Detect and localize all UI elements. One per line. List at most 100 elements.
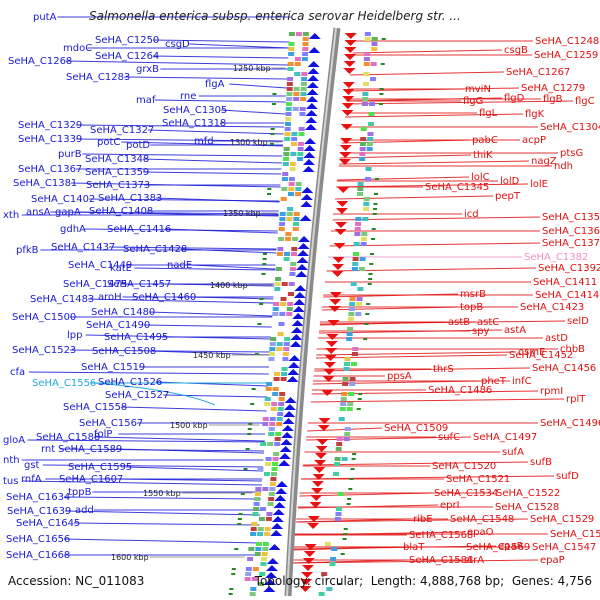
feature-block (334, 457, 341, 461)
tick-mark (229, 588, 234, 590)
tick-mark (342, 538, 347, 540)
feature-block (285, 232, 292, 236)
reverse-gene-arrow (303, 551, 316, 557)
feature-block (340, 402, 347, 406)
gene-label-right: pabC (472, 135, 498, 146)
gene-label-right: spy (472, 326, 490, 337)
feature-block (291, 247, 298, 251)
reverse-gene-arrow (336, 201, 349, 207)
forward-gene-arrow (275, 488, 288, 494)
reverse-gene-arrow (344, 33, 357, 39)
feature-block (360, 242, 367, 246)
forward-gene-arrow (271, 516, 284, 522)
feature-block (289, 272, 296, 276)
reverse-gene-arrow (341, 110, 354, 116)
accession-info: Accession: NC_011083 (8, 574, 144, 588)
topology-label: Topology: (254, 574, 311, 588)
forward-gene-arrow (300, 194, 313, 200)
reverse-gene-arrow (329, 292, 342, 298)
gene-label-left: SeHA_C1327 (90, 125, 154, 136)
kbp-marker: 1500 kbp (170, 421, 208, 430)
feature-block (344, 427, 351, 431)
feature-block (274, 287, 281, 291)
gene-label-left: SeHA_C1339 (18, 134, 82, 145)
gene-label-left: SeHA_C1383 (98, 193, 162, 204)
feature-block (250, 587, 257, 591)
connector-line-right (306, 436, 472, 441)
feature-block (293, 222, 300, 226)
feature-block (350, 362, 357, 366)
feature-block (295, 187, 302, 191)
feature-block (257, 527, 264, 531)
feature-block (344, 357, 351, 361)
gene-label-right: flgL (479, 108, 498, 119)
feature-block (356, 297, 363, 301)
feature-block (288, 192, 295, 196)
gene-label-right: astC (477, 317, 499, 328)
gene-label-right: blaT (403, 542, 425, 553)
feature-block (272, 307, 279, 311)
gene-label-right: astA (504, 325, 526, 336)
tick-mark (272, 93, 277, 95)
tick-mark (371, 238, 376, 240)
feature-block (274, 437, 281, 441)
feature-block (261, 552, 268, 556)
reverse-gene-arrow (299, 586, 312, 592)
tick-mark (378, 103, 383, 105)
feature-block (245, 572, 252, 576)
feature-block (330, 557, 337, 561)
reverse-gene-arrow (323, 362, 336, 368)
forward-gene-arrow (295, 271, 308, 277)
feature-block (281, 187, 288, 191)
reverse-gene-arrow (307, 523, 320, 529)
gene-label-right: sufC (438, 432, 460, 443)
gene-label-left: csgD (165, 39, 190, 50)
feature-block (251, 577, 258, 581)
feature-block (247, 557, 254, 561)
gene-label-right: selD (567, 316, 589, 327)
feature-block (273, 302, 280, 306)
feature-block (278, 322, 285, 326)
feature-block (302, 32, 309, 36)
reverse-gene-arrow (318, 418, 331, 424)
feature-block (254, 492, 261, 496)
connector-line-right (344, 113, 524, 118)
gene-label-right: infC (512, 376, 532, 387)
feature-block (276, 347, 283, 351)
gene-label-right: SeHA_C1259 (534, 50, 598, 61)
gene-label-right: SeHA_C1382 (524, 252, 588, 263)
gene-label-left: gdhA (60, 224, 86, 235)
reverse-gene-arrow (340, 124, 353, 130)
accession-value: NC_011083 (75, 574, 145, 588)
feature-block (363, 62, 370, 66)
feature-block (298, 132, 305, 136)
feature-block (357, 287, 364, 291)
gene-label-left: SeHA_C1656 (6, 534, 70, 545)
tick-mark (366, 303, 371, 305)
gene-label-left: SeHA_C1437 (51, 242, 115, 253)
kbp-marker: 1600 kbp (111, 553, 149, 562)
feature-block (272, 392, 279, 396)
forward-gene-arrow (306, 82, 319, 88)
feature-block (262, 422, 269, 426)
feature-block (364, 177, 371, 181)
feature-block (288, 32, 295, 36)
feature-block (297, 157, 304, 161)
forward-gene-arrow (292, 313, 305, 319)
tick-mark (243, 468, 248, 470)
forward-gene-arrow (278, 460, 291, 466)
reverse-gene-arrow (313, 467, 326, 473)
tick-mark (247, 433, 252, 435)
feature-block (300, 92, 307, 96)
connector-line-left (116, 478, 263, 482)
feature-block (275, 432, 282, 436)
feature-block (294, 72, 301, 76)
reverse-gene-arrow (342, 82, 355, 88)
feature-block (257, 532, 264, 536)
feature-block (346, 332, 353, 336)
feature-block (355, 217, 362, 221)
forward-gene-arrow (266, 558, 279, 564)
forward-gene-arrow (286, 376, 299, 382)
feature-block (292, 237, 299, 241)
feature-block (279, 222, 286, 226)
